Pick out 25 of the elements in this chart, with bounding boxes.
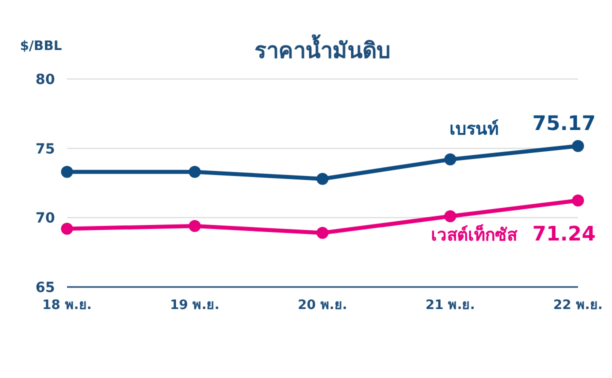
y-tick-label: 65 (36, 280, 55, 296)
point (572, 194, 584, 206)
point (444, 153, 456, 166)
point (316, 226, 328, 239)
y-tick-label: 80 (36, 72, 56, 88)
x-tick-label: 19 พ.ย. (170, 298, 220, 313)
y-tick-label: 75 (36, 141, 55, 158)
series-label: เวสต์เท็กซัส (431, 222, 518, 246)
x-tick-label: 21 พ.ย. (426, 298, 475, 313)
point (572, 140, 584, 152)
y-axis-title: $/BBL (20, 39, 62, 54)
data-label: 75.17 (532, 110, 596, 135)
point (188, 220, 201, 232)
point (444, 210, 456, 222)
point (61, 166, 73, 178)
data-label: 71.24 (532, 221, 596, 246)
point (61, 222, 73, 235)
series-label: เบรนท์ (450, 118, 499, 140)
x-tick-label: 18 พ.ย. (42, 298, 92, 313)
point (188, 166, 201, 178)
x-tick-label: 20 พ.ย. (298, 298, 348, 313)
x-tick-label: 22 พ.ย. (553, 298, 603, 313)
chart-title: ราคาน้ำมันดิบ (254, 34, 390, 64)
point (316, 172, 328, 185)
y-tick-label: 70 (36, 210, 56, 227)
